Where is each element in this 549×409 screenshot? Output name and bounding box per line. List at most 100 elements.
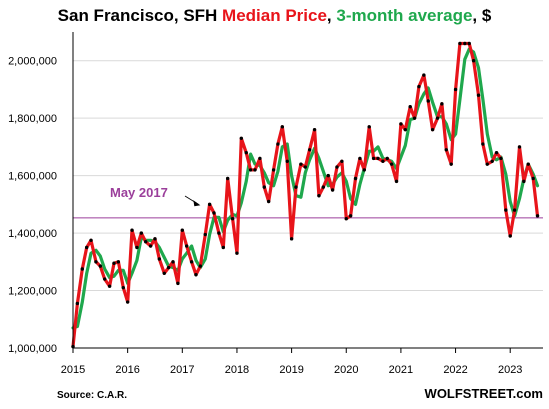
data-point xyxy=(217,231,221,235)
data-point xyxy=(367,125,371,129)
data-point xyxy=(135,245,139,250)
data-point xyxy=(207,202,212,207)
data-point xyxy=(189,260,194,264)
title-part-2: , xyxy=(326,6,337,25)
data-point xyxy=(376,156,380,161)
data-point xyxy=(426,99,430,103)
data-point xyxy=(258,156,262,161)
data-point xyxy=(176,281,180,286)
reference-label: May 2017 xyxy=(110,185,168,200)
data-point xyxy=(112,261,116,265)
title-part-4: , $ xyxy=(472,6,492,25)
reference-layer: May 2017 xyxy=(73,185,543,219)
data-point xyxy=(499,156,503,161)
y-tick-label: 1,600,000 xyxy=(8,171,57,183)
data-point xyxy=(458,41,462,46)
data-point xyxy=(230,217,235,221)
axis-layer: 1,000,000 1,200,000 1,400,000 1,600,000 1,80… xyxy=(8,32,543,376)
data-point xyxy=(471,59,476,63)
data-point xyxy=(403,127,407,132)
series-layer xyxy=(71,41,540,349)
data-point xyxy=(317,194,321,198)
source-note: Source: C.A.R. xyxy=(57,390,127,401)
data-point xyxy=(321,185,326,189)
data-point xyxy=(303,165,307,169)
data-point xyxy=(75,301,80,306)
data-point xyxy=(148,244,153,248)
data-point xyxy=(526,162,530,166)
data-point xyxy=(143,240,148,244)
data-point xyxy=(371,156,376,161)
x-tick-label: 2016 xyxy=(115,364,139,376)
data-point xyxy=(517,145,522,149)
data-point xyxy=(130,228,134,232)
data-point xyxy=(89,238,93,242)
data-point xyxy=(408,104,412,109)
data-point xyxy=(476,93,481,97)
data-point xyxy=(435,116,440,120)
data-point xyxy=(98,264,103,268)
data-point xyxy=(180,228,185,232)
data-point xyxy=(535,214,540,218)
data-point xyxy=(198,264,203,268)
data-point xyxy=(262,185,266,189)
data-point xyxy=(139,231,144,235)
data-point xyxy=(294,185,298,189)
grid-layer xyxy=(73,60,543,349)
y-tick-label: 2,000,000 xyxy=(8,56,57,68)
x-tick-label: 2021 xyxy=(389,364,413,376)
data-point xyxy=(358,156,362,161)
data-point xyxy=(444,148,448,152)
data-point xyxy=(244,150,248,155)
data-point xyxy=(162,271,166,276)
chart-title: San Francisco, SFH Median Price, 3-month… xyxy=(0,6,549,26)
x-tick-label: 2019 xyxy=(279,364,303,376)
x-tick-label: 2023 xyxy=(498,364,522,376)
data-point xyxy=(449,162,453,166)
data-point xyxy=(194,273,198,277)
data-point xyxy=(467,41,471,46)
title-part-3: 3-month average xyxy=(336,6,473,25)
data-point xyxy=(362,168,366,172)
data-point xyxy=(80,267,84,271)
data-point xyxy=(225,176,230,181)
data-point xyxy=(453,87,458,92)
data-point xyxy=(312,127,317,132)
data-point xyxy=(353,176,358,181)
data-point xyxy=(94,260,98,264)
y-tick-label: 1,000,000 xyxy=(8,343,57,355)
x-tick-label: 2017 xyxy=(170,364,194,376)
data-point xyxy=(299,162,303,166)
data-point xyxy=(171,260,175,264)
data-point xyxy=(531,176,535,181)
data-point xyxy=(166,265,171,270)
title-part-0: San Francisco, SFH xyxy=(57,6,223,25)
data-point xyxy=(412,116,417,120)
data-point xyxy=(116,260,121,264)
data-point xyxy=(508,234,512,238)
data-point xyxy=(239,136,244,140)
data-point xyxy=(280,125,285,129)
data-point xyxy=(481,142,485,146)
x-tick-label: 2015 xyxy=(61,364,85,376)
data-point xyxy=(430,127,435,132)
reference-arrowhead xyxy=(193,200,201,207)
data-point xyxy=(276,142,280,146)
x-tick-label: 2018 xyxy=(225,364,249,376)
data-point xyxy=(253,168,257,172)
data-point xyxy=(184,244,189,248)
data-point xyxy=(221,245,225,250)
data-point xyxy=(417,84,421,89)
y-tick-label: 1,200,000 xyxy=(8,286,57,298)
data-point xyxy=(157,257,162,261)
data-point xyxy=(485,162,489,166)
data-point xyxy=(394,179,399,184)
y-tick-label: 1,400,000 xyxy=(8,228,57,240)
data-point xyxy=(494,150,499,155)
data-point xyxy=(385,156,389,161)
data-point xyxy=(399,122,403,126)
series-line-3-month-average xyxy=(71,47,540,330)
title-part-1: Median Price xyxy=(222,6,327,25)
data-point xyxy=(266,199,271,204)
